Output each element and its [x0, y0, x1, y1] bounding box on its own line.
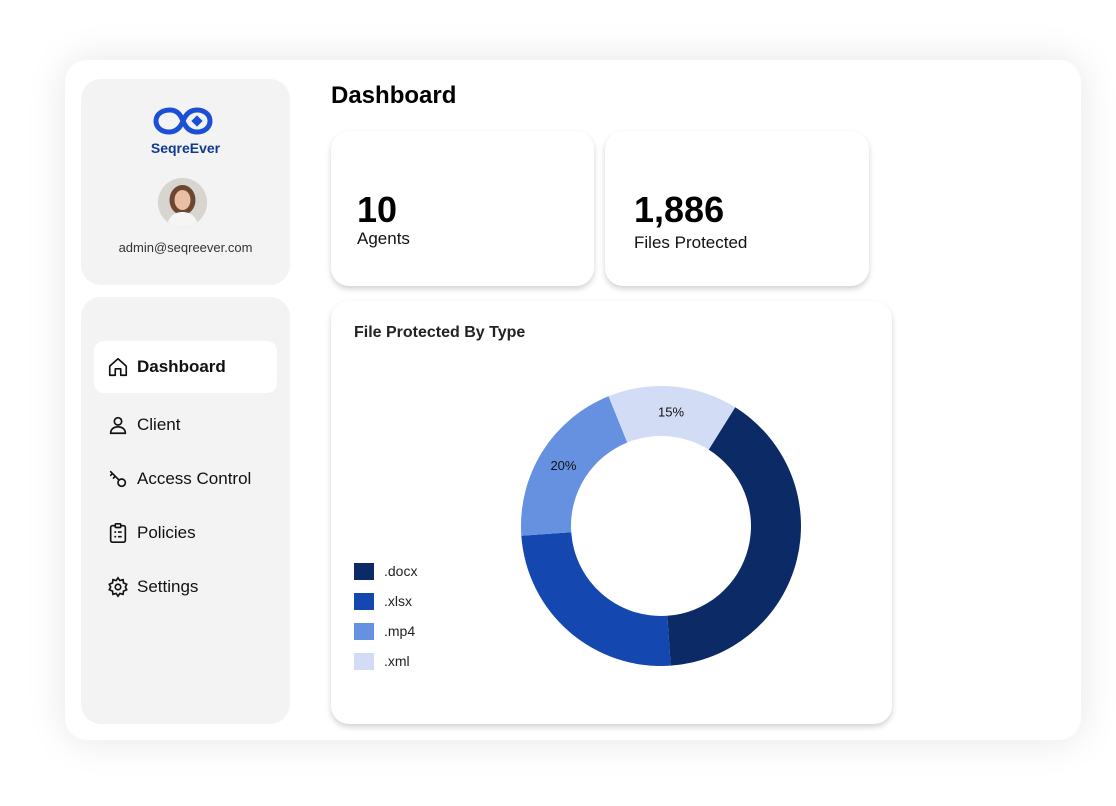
sidebar-item-label: Settings: [137, 577, 199, 596]
sidebar-item-dashboard[interactable]: Dashboard: [94, 341, 277, 393]
legend-swatch: [354, 652, 374, 670]
donut-data-label: 20%: [550, 458, 576, 473]
brand-logo-icon: [153, 107, 213, 135]
legend-swatch: [354, 592, 374, 610]
sidebar-item-label: Policies: [137, 523, 196, 542]
stat-label: Agents: [357, 229, 410, 248]
stat-card-files-protected: 1,886 Files Protected: [605, 131, 869, 286]
legend-item: .mp4: [354, 616, 417, 646]
stat-card-agents: 10 Agents: [331, 131, 594, 286]
legend-label: .xlsx: [384, 593, 412, 609]
chart-title: File Protected By Type: [354, 324, 526, 341]
sidebar-item-label: Access Control: [137, 469, 252, 488]
gear-icon: [107, 576, 129, 598]
stat-value: 10: [357, 189, 398, 230]
legend-label: .docx: [384, 563, 418, 579]
legend-item: .xml: [354, 646, 417, 676]
sidebar-item-label: Dashboard: [137, 357, 226, 376]
home-icon: [107, 356, 129, 378]
key-icon: [107, 468, 129, 490]
donut-slice-docx[interactable]: [667, 407, 801, 666]
donut-slice-mp4[interactable]: [521, 396, 628, 536]
sidebar-item-label: Client: [137, 415, 181, 434]
avatar[interactable]: [158, 178, 207, 227]
legend-swatch: [354, 622, 374, 640]
user-icon: [107, 414, 129, 436]
legend-item: .xlsx: [354, 586, 417, 616]
stat-label: Files Protected: [634, 233, 748, 252]
legend-item: .docx: [354, 556, 417, 586]
chart-legend: .docx .xlsx .mp4 .xml: [354, 556, 417, 676]
sidebar-item-access-control[interactable]: Access Control: [94, 453, 277, 505]
stat-value: 1,886: [634, 189, 725, 230]
sidebar-item-client[interactable]: Client: [94, 399, 277, 451]
donut-chart: 20% 15%: [521, 386, 801, 666]
avatar-image: [158, 178, 207, 227]
sidebar-item-settings[interactable]: Settings: [94, 561, 277, 613]
donut-slice-xlsx[interactable]: [521, 532, 671, 666]
brand-name: SeqreEver: [150, 140, 221, 156]
donut-slice-xml[interactable]: [608, 386, 736, 450]
donut-data-label: 15%: [658, 404, 684, 419]
legend-label: .mp4: [384, 623, 416, 639]
legend-label: .xml: [384, 653, 410, 669]
sidebar-item-policies[interactable]: Policies: [94, 507, 277, 559]
legend-swatch: [354, 562, 374, 580]
clipboard-icon: [107, 522, 129, 544]
page-title: Dashboard: [331, 82, 457, 109]
user-email: admin@seqreever.com: [118, 240, 253, 255]
